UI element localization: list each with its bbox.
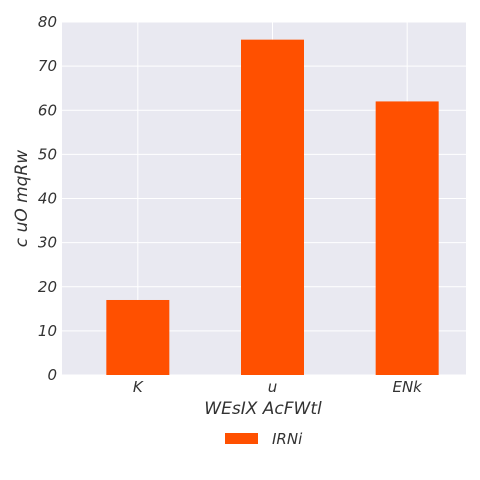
- x-tick-label: u: [268, 378, 278, 396]
- bar-K: [106, 299, 170, 375]
- y-tick-label: 40: [38, 190, 57, 208]
- y-axis-title: c uO mqRw: [12, 150, 32, 247]
- bar-ENk: [375, 101, 439, 376]
- legend: IRNi: [225, 430, 303, 448]
- legend-swatch: [225, 433, 258, 444]
- x-tick-label: K: [133, 378, 144, 396]
- y-tick-label: 80: [38, 13, 57, 31]
- x-tick-label: ENk: [392, 378, 423, 396]
- y-tick-label: 10: [38, 322, 57, 340]
- bars: [106, 39, 439, 376]
- y-tick-label: 30: [38, 234, 57, 252]
- legend-label: IRNi: [272, 430, 303, 448]
- y-tick-label: 20: [38, 278, 57, 296]
- x-axis-title: WEsIX AcFWtl: [204, 399, 322, 419]
- y-tick-label: 70: [38, 57, 57, 75]
- y-tick-label: 60: [38, 101, 57, 119]
- y-tick-label: 0: [47, 366, 57, 384]
- y-axis-ticks: 0 10 20 30 40 50 60 70 80: [38, 13, 57, 384]
- y-tick-label: 50: [38, 145, 57, 163]
- bar-u: [241, 39, 304, 376]
